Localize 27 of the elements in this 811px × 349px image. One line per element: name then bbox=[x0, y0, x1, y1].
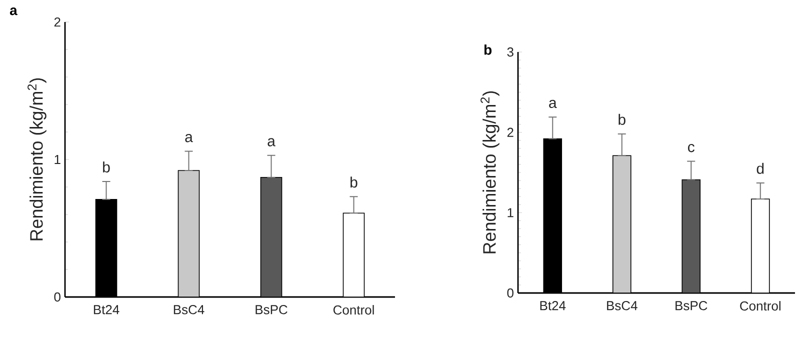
x-tick-label: BsPC bbox=[676, 301, 708, 310]
chart-title: a bbox=[10, 8, 18, 16]
y-tick-label: 1 bbox=[54, 155, 60, 164]
y-tick-label: 1 bbox=[508, 208, 514, 218]
y-axis-title: Rendimiento (kg/m$^{2}$) bbox=[480, 91, 500, 254]
x-tick-label: Bt24 bbox=[94, 305, 120, 314]
chart-title: b bbox=[484, 44, 492, 55]
annotation: b bbox=[103, 161, 110, 172]
annotation: b bbox=[618, 114, 626, 125]
y-tick-label: 2 bbox=[54, 17, 60, 27]
y-tick-label: 0 bbox=[54, 292, 60, 302]
y-tick-label: 2 bbox=[507, 128, 514, 137]
annotation: a bbox=[268, 138, 276, 146]
annotation: a bbox=[185, 134, 193, 142]
x-tick-label: BsC4 bbox=[174, 305, 204, 314]
annotation: c bbox=[688, 144, 694, 152]
annotation: b bbox=[350, 176, 358, 188]
x-tick-label: Control bbox=[333, 305, 374, 315]
y-tick-label: 3 bbox=[507, 47, 514, 57]
annotation: d bbox=[756, 162, 764, 174]
x-tick-label: BsC4 bbox=[607, 301, 638, 310]
y-axis-title: Rendimiento (kg/m$^{2}$) bbox=[28, 78, 46, 240]
x-tick-label: BsPC bbox=[256, 305, 288, 314]
x-tick-label: Bt24 bbox=[540, 301, 566, 310]
y-tick-label: 0 bbox=[507, 288, 514, 298]
annotation: a bbox=[549, 100, 557, 108]
x-tick-label: Control bbox=[740, 301, 780, 311]
